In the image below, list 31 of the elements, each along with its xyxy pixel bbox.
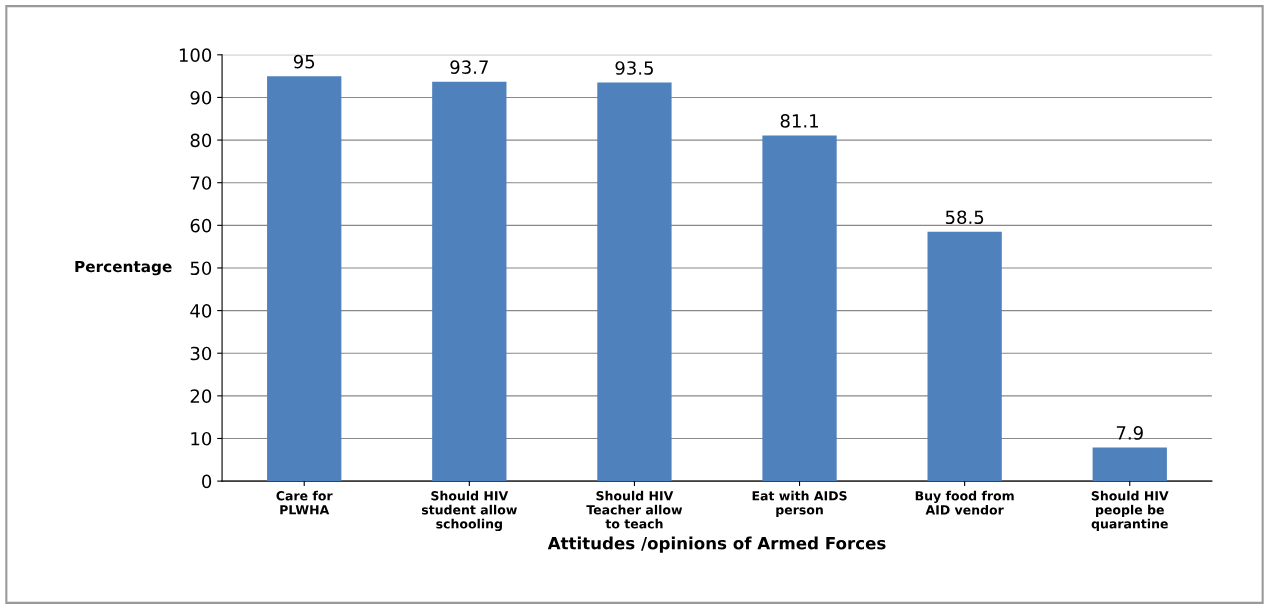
y-tick-label: 90 [190, 90, 212, 105]
data-label: 81.1 [780, 114, 818, 128]
data-label: 58.5 [945, 210, 984, 225]
y-tick-label: 40 [190, 304, 212, 318]
y-tick-label: 10 [191, 431, 212, 446]
y-tick-label: 80 [190, 133, 212, 148]
bar [1092, 447, 1167, 482]
y-tick-label: 30 [190, 346, 212, 361]
data-label: 93.7 [450, 60, 488, 74]
y-tick-label: 100 [179, 48, 212, 62]
bar [927, 231, 1002, 482]
y-tick-label: 60 [190, 218, 212, 233]
x-tick-label: Should HIV people be quarantine [1091, 490, 1169, 531]
y-tick-label: 50 [190, 261, 212, 276]
data-label: 95 [293, 54, 315, 69]
bar [597, 82, 672, 482]
x-tick-label: Buy food from AID vendor [915, 490, 1014, 515]
bar [267, 76, 342, 482]
y-axis-title: Percentage [75, 260, 172, 276]
y-tick-label: 20 [190, 389, 212, 403]
x-tick-label: Care for PLWHA [276, 490, 333, 515]
x-tick-label: Eat with AIDS person [752, 490, 847, 517]
bar [432, 81, 507, 482]
x-tick-label: Should HIV Teacher allow to teach [586, 490, 683, 529]
x-tick-label: Should HIV student allow schooling [421, 490, 517, 532]
data-label: 93.5 [615, 61, 653, 75]
y-tick-label: 70 [190, 176, 212, 190]
y-tick-label: 0 [202, 474, 212, 489]
data-label: 7.9 [1116, 426, 1143, 440]
x-axis-title: Attitudes /opinions of Armed Forces [547, 536, 886, 553]
bar [762, 135, 837, 482]
